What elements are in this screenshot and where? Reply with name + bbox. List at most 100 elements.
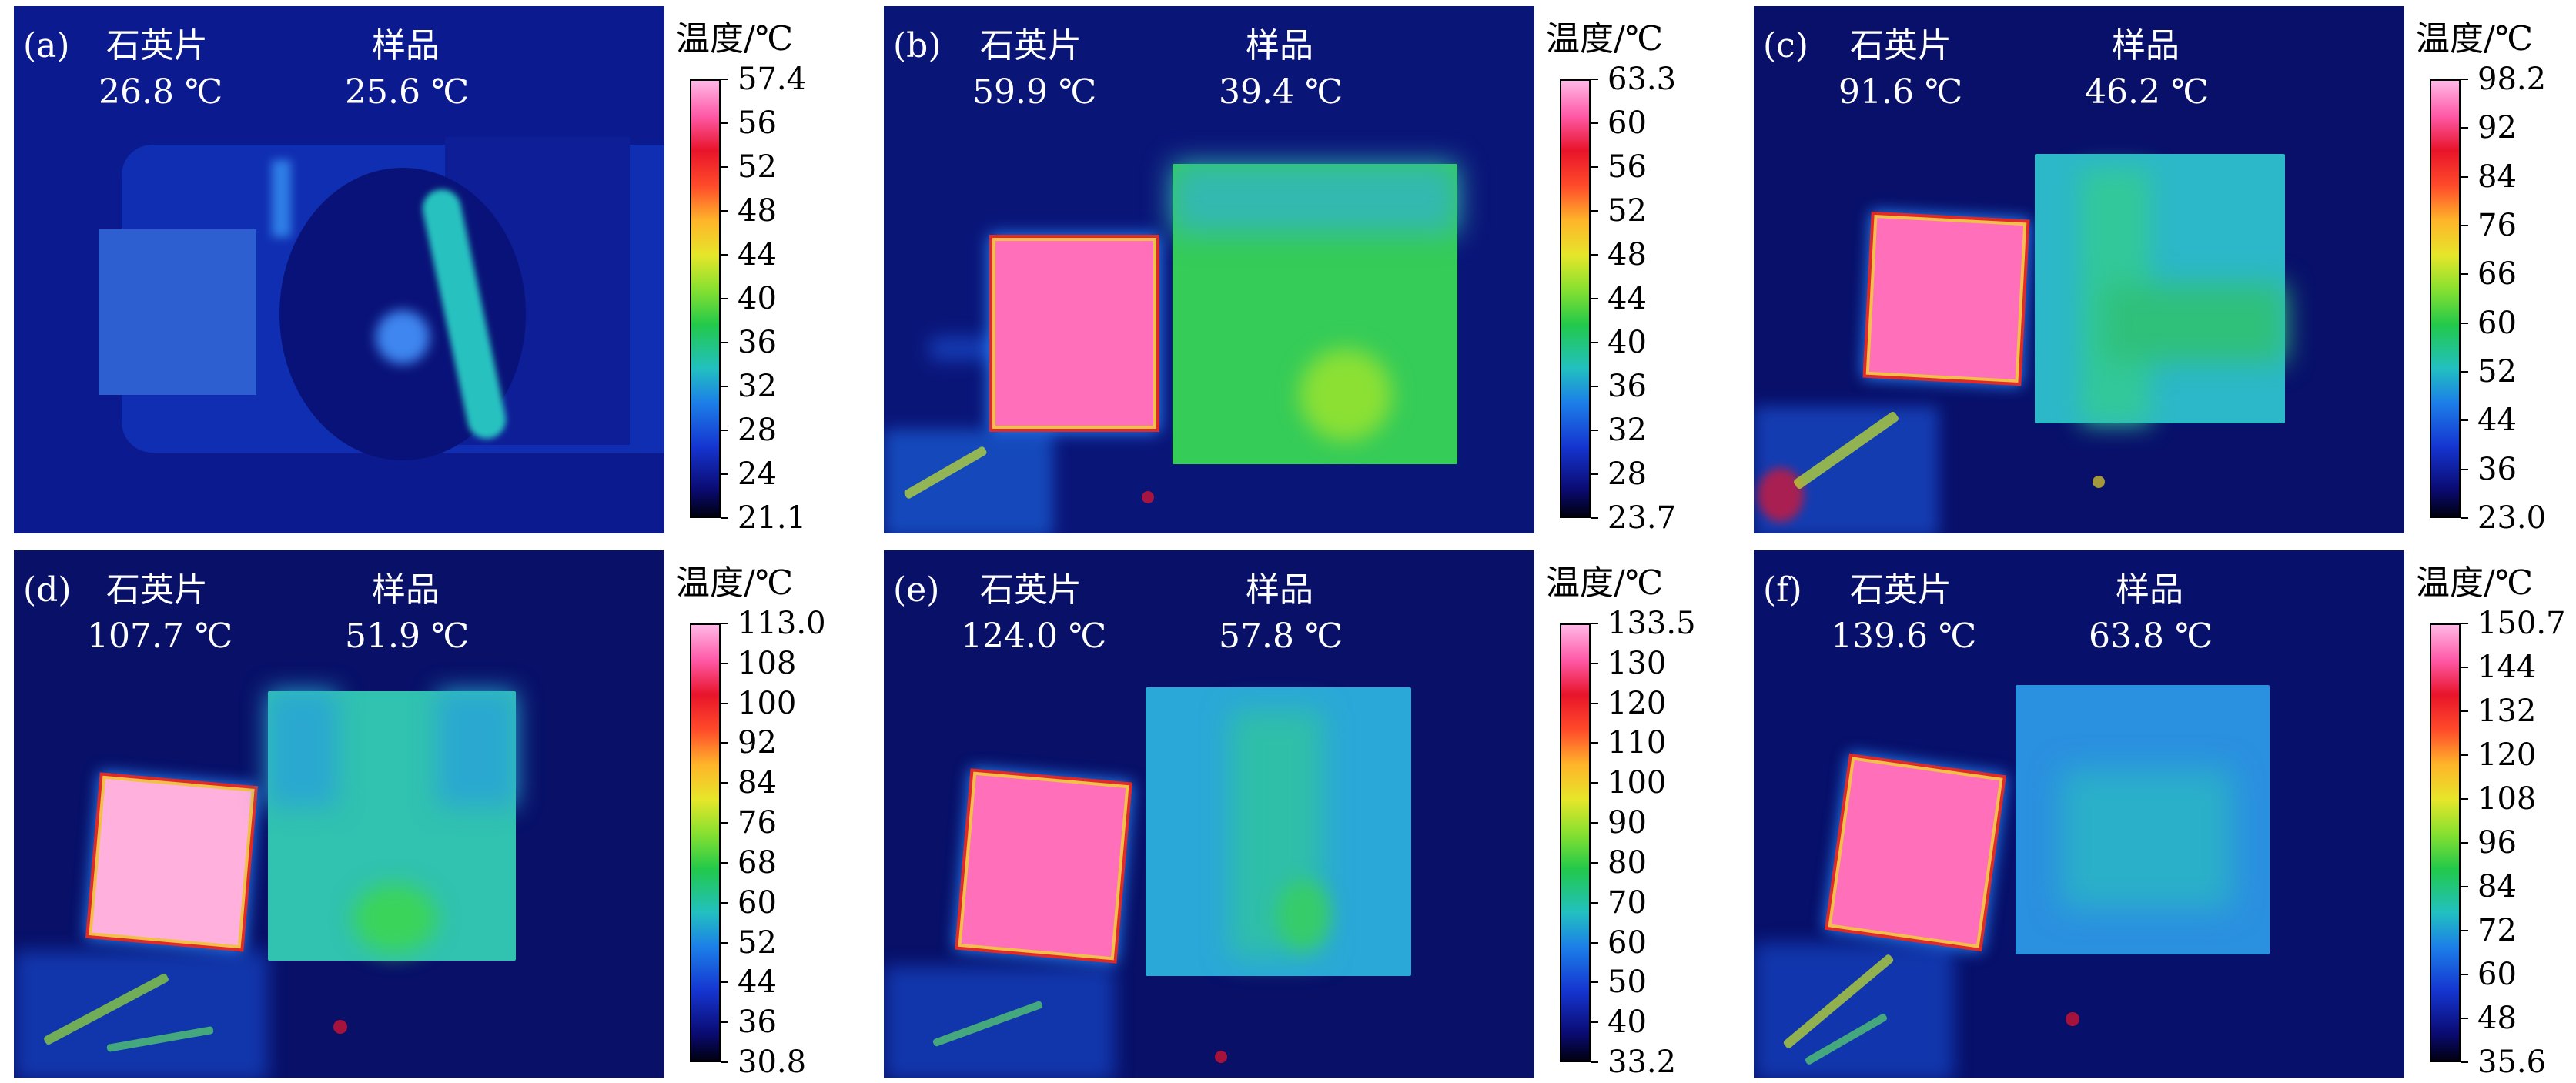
quartz-label: 石英片 bbox=[106, 26, 208, 65]
colorbar-tick-label: 36 bbox=[738, 1004, 777, 1041]
colorbar-tick-label: 72 bbox=[2477, 913, 2517, 948]
colorbar-tick-label: 52 bbox=[738, 924, 777, 961]
sample-label: 样品 bbox=[1246, 570, 1313, 610]
colorbar-title: 温度/℃ bbox=[676, 563, 794, 603]
colorbar bbox=[690, 623, 721, 1062]
colorbar-tick-mark bbox=[2461, 623, 2468, 624]
sample-label: 样品 bbox=[372, 26, 440, 65]
colorbar-tick-label: 36 bbox=[738, 325, 777, 360]
colorbar-tick-label: 100 bbox=[1607, 765, 1667, 801]
colorbar-tick-label: 23.0 bbox=[2477, 500, 2547, 536]
colorbar-tick-mark bbox=[721, 342, 728, 343]
sample-plate bbox=[268, 691, 516, 961]
panel-a: (a) 石英片 样品 26.8 ℃ 25.6 ℃ 温度/℃ 57.4 56 52 48… bbox=[14, 6, 888, 537]
colorbar-tick-mark bbox=[2461, 273, 2468, 276]
panel-tag: (a) bbox=[23, 26, 70, 65]
colorbar-tick-mark bbox=[721, 981, 728, 984]
colorbar-tick-mark bbox=[721, 517, 728, 519]
quartz-plate bbox=[1831, 760, 2000, 945]
quartz-temp: 26.8 ℃ bbox=[99, 72, 223, 112]
sample-temp: 39.4 ℃ bbox=[1219, 72, 1343, 112]
colorbar bbox=[2430, 623, 2461, 1062]
colorbar-tick-mark bbox=[2461, 930, 2468, 931]
colorbar-tick-mark bbox=[2461, 225, 2468, 226]
colorbar-tick-label: 56 bbox=[1607, 149, 1647, 185]
colorbar-tick-mark bbox=[721, 473, 728, 475]
colorbar-tick-mark bbox=[2461, 468, 2468, 470]
sample-plate bbox=[1173, 164, 1457, 464]
quartz-temp: 139.6 ℃ bbox=[1831, 617, 1977, 656]
colorbar-tick-mark bbox=[2461, 1061, 2468, 1063]
panel-tag: (e) bbox=[893, 570, 940, 610]
colorbar-tick-mark bbox=[1591, 941, 1598, 944]
colorbar-title: 温度/℃ bbox=[676, 19, 794, 58]
colorbar-tick-mark bbox=[721, 1061, 728, 1063]
colorbar-tick-label: 32 bbox=[1607, 413, 1647, 448]
colorbar-tick-label: 90 bbox=[1607, 805, 1647, 841]
colorbar-tick-label: 44 bbox=[1607, 281, 1647, 316]
colorbar-tick-mark bbox=[2461, 175, 2468, 178]
quartz-plate bbox=[92, 779, 252, 945]
sample-plate bbox=[2016, 685, 2270, 954]
colorbar-tick-mark bbox=[721, 822, 728, 824]
colorbar-tick-label: 35.6 bbox=[2477, 1045, 2547, 1080]
colorbar-tick-label: 100 bbox=[738, 685, 797, 721]
colorbar-tick-label: 24 bbox=[738, 456, 777, 492]
colorbar-tick-label: 92 bbox=[2477, 110, 2517, 146]
colorbar-tick-mark bbox=[1591, 662, 1598, 664]
colorbar-tick-label: 113.0 bbox=[738, 606, 826, 641]
colorbar-tick-label: 44 bbox=[738, 237, 777, 272]
quartz-label: 石英片 bbox=[1850, 570, 1952, 610]
thermal-image-b: (b) 石英片 样品 59.9 ℃ 39.4 ℃ bbox=[884, 6, 1534, 533]
colorbar-tick-label: 28 bbox=[738, 413, 777, 448]
quartz-plate bbox=[995, 241, 1153, 426]
colorbar-title: 温度/℃ bbox=[1546, 19, 1664, 58]
thermal-image-e: (e) 石英片 样品 124.0 ℃ 57.8 ℃ bbox=[884, 550, 1534, 1078]
quartz-temp: 91.6 ℃ bbox=[1838, 72, 1963, 112]
colorbar-tick-label: 68 bbox=[738, 844, 777, 881]
colorbar-tick-mark bbox=[2461, 322, 2468, 324]
colorbar-tick-label: 48 bbox=[2477, 1001, 2517, 1036]
sample-plate bbox=[1146, 687, 1411, 976]
colorbar-tick-label: 36 bbox=[2477, 451, 2517, 487]
colorbar-tick-mark bbox=[1591, 782, 1598, 784]
thermal-image-c: (c) 石英片 样品 91.6 ℃ 46.2 ℃ bbox=[1754, 6, 2404, 533]
sample-temp: 25.6 ℃ bbox=[345, 72, 470, 112]
colorbar-tick-mark bbox=[2461, 127, 2468, 129]
quartz-label: 石英片 bbox=[1850, 26, 1952, 65]
colorbar-title: 温度/℃ bbox=[2416, 563, 2534, 603]
colorbar-tick-mark bbox=[2461, 842, 2468, 844]
colorbar-tick-label: 60 bbox=[1607, 924, 1647, 961]
colorbar-tick-mark bbox=[721, 210, 728, 212]
colorbar-tick-mark bbox=[721, 702, 728, 704]
quartz-plate bbox=[1868, 218, 2024, 379]
quartz-label: 石英片 bbox=[980, 26, 1082, 65]
colorbar-title: 温度/℃ bbox=[2416, 19, 2534, 58]
colorbar-tick-mark bbox=[721, 941, 728, 944]
colorbar-tick-mark bbox=[721, 166, 728, 168]
colorbar-tick-label: 60 bbox=[2477, 305, 2517, 341]
colorbar-tick-label: 56 bbox=[738, 105, 777, 141]
colorbar-tick-label: 52 bbox=[1607, 193, 1647, 229]
sample-label: 样品 bbox=[1246, 26, 1313, 65]
colorbar-tick-label: 40 bbox=[1607, 1004, 1647, 1041]
colorbar bbox=[1560, 79, 1591, 518]
colorbar-tick-label: 92 bbox=[738, 725, 777, 761]
thermal-image-d: (d) 石英片 样品 107.7 ℃ 51.9 ℃ bbox=[14, 550, 664, 1078]
panel-tag: (f) bbox=[1763, 570, 1802, 610]
colorbar-tick-label: 60 bbox=[1607, 105, 1647, 141]
colorbar-tick-mark bbox=[2461, 1018, 2468, 1019]
sample-temp: 63.8 ℃ bbox=[2089, 617, 2213, 656]
colorbar-tick-label: 57.4 bbox=[738, 62, 807, 97]
quartz-plate bbox=[961, 774, 1126, 958]
colorbar-tick-mark bbox=[1591, 742, 1598, 744]
colorbar-tick-label: 52 bbox=[2477, 354, 2517, 389]
colorbar-tick-label: 40 bbox=[738, 281, 777, 316]
colorbar-tick-label: 44 bbox=[738, 964, 777, 1001]
colorbar-tick-label: 150.7 bbox=[2477, 606, 2566, 641]
panel-f: (f) 石英片 样品 139.6 ℃ 63.8 ℃ 温度/℃ 150.7 144 1… bbox=[1754, 550, 2576, 1081]
colorbar-tick-mark bbox=[1591, 702, 1598, 704]
colorbar-tick-mark bbox=[1591, 473, 1598, 475]
colorbar-tick-mark bbox=[2461, 517, 2468, 519]
colorbar-tick-label: 30.8 bbox=[738, 1045, 807, 1080]
